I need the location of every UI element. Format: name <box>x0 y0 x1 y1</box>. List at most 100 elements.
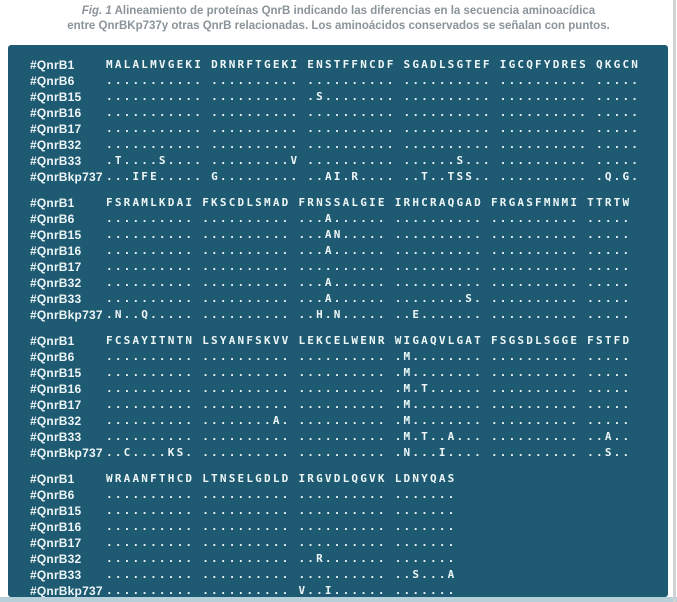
alignment-row: #QnrB1 FSRAMLKDAI FKSCDLSMAD FRNSSALGIE IRHC… <box>30 195 668 211</box>
sequence-segment: .......... <box>106 350 195 363</box>
row-label: #QnrBkp737 <box>30 308 103 322</box>
sequence-segment: ..... <box>587 212 632 225</box>
reference-sequence-segment: TTRTW <box>587 196 632 209</box>
sequence-segment: .......... <box>499 154 588 167</box>
sequence-segment: .......... <box>202 488 291 501</box>
reference-sequence-segment: QKGCN <box>596 58 641 71</box>
alignment-row: #QnrB17.................................… <box>30 259 668 275</box>
row-label: #QnrB1 <box>30 472 75 486</box>
reference-sequence-segment: WRAANFTHCD <box>106 472 195 485</box>
bottom-edge-strip <box>0 597 677 602</box>
reference-sequence-segment: LTNSELGDLD <box>202 472 291 485</box>
sequence-segment: ........... <box>106 138 204 151</box>
sequence-segment: .M........ <box>394 366 483 379</box>
sequence-segment: ..... <box>596 154 641 167</box>
row-label: #QnrB6 <box>30 350 75 364</box>
reference-sequence-segment: LDNYQAS <box>394 472 457 485</box>
alignment-row: #QnrB17.............................. .M.… <box>30 397 668 413</box>
row-label: #QnrB16 <box>30 382 82 396</box>
sequence-segment: .......... <box>298 260 387 273</box>
sequence-segment: .......... <box>202 568 291 581</box>
sequence-segment: .......... <box>403 106 492 119</box>
sequence-segment: .......... <box>298 430 387 443</box>
sequence-segment: .......... <box>499 170 588 183</box>
reference-sequence-segment: FKSCDLSMAD <box>202 196 291 209</box>
sequence-segment: .......... <box>106 292 195 305</box>
sequence-segment: .......... <box>202 430 291 443</box>
row-label: #QnrBkp737 <box>30 446 103 460</box>
row-label: #QnrB16 <box>30 520 82 534</box>
alignment-row: #QnrB33 .T....S.... .........V............… <box>30 153 668 169</box>
alignment-row: #QnrB1 WRAANFTHCD LTNSELGDLD IRGVDLQGVK LDNY… <box>30 471 668 487</box>
alignment-row: #QnrB17.................................… <box>30 535 668 551</box>
sequence-segment: ....... <box>394 520 457 533</box>
alignment-row: #QnrB16.................... ...A.........… <box>30 243 668 259</box>
sequence-segment: .......... <box>499 90 588 103</box>
sequence-segment: .......... <box>211 138 300 151</box>
alignment-row: #QnrB15..................... .S..........… <box>30 89 668 105</box>
sequence-segment: ..S.. <box>587 446 632 459</box>
sequence-segment: .......... <box>106 568 195 581</box>
reference-sequence-segment: MALALMVGEKI <box>106 58 204 71</box>
sequence-segment: .......... <box>202 308 291 321</box>
sequence-segment: ..S...A <box>394 568 457 581</box>
sequence-segment: .......... <box>490 398 580 411</box>
sequence-segment: .......... <box>211 74 300 87</box>
reference-sequence-segment: LEKCELWENR <box>298 334 387 347</box>
right-edge-line <box>673 0 676 602</box>
row-label: #QnrB32 <box>30 138 82 152</box>
alignment-row: #QnrBkp737 .N..Q............... ..H.N.....… <box>30 307 668 323</box>
sequence-segment: .......... <box>106 366 195 379</box>
sequence-segment: .......... <box>307 106 396 119</box>
sequence-segment: .......... <box>298 504 387 517</box>
sequence-segment: ........... <box>106 90 204 103</box>
sequence-segment: .......... <box>490 366 580 379</box>
sequence-segment: .......... <box>499 138 588 151</box>
sequence-segment: ..... <box>587 308 632 321</box>
reference-sequence-segment: SGADLSGTEF <box>403 58 492 71</box>
sequence-segment: .......... <box>202 504 291 517</box>
alignment-row: #QnrBkp737.................... V..I......… <box>30 583 668 597</box>
row-label: #QnrB1 <box>30 334 75 348</box>
sequence-segment: .......... <box>202 260 291 273</box>
sequence-segment: ......S... <box>403 154 492 167</box>
sequence-segment: .......... <box>490 382 580 395</box>
sequence-segment: .........V <box>211 154 300 167</box>
sequence-segment: .......... <box>403 122 492 135</box>
sequence-segment: ...IFE..... <box>106 170 204 183</box>
sequence-segment: ...A...... <box>298 276 387 289</box>
sequence-segment: ...A...... <box>298 292 387 305</box>
caption-line-2: entre QnrBKp737y otras QnrB relacionadas… <box>67 19 610 32</box>
sequence-segment: .......... <box>202 276 291 289</box>
reference-sequence-segment: FSGSDLSGGE <box>490 334 580 347</box>
sequence-segment: .S........ <box>307 90 396 103</box>
sequence-segment: .M.T...... <box>394 382 483 395</box>
sequence-segment: .......... <box>490 414 580 427</box>
sequence-segment: .......... <box>298 536 387 549</box>
alignment-row: #QnrB1 MALALMVGEKI DRNRFTGEKI ENSTFFNCDF SGA… <box>30 57 668 73</box>
alignment-row: #QnrB6.............................. .M..… <box>30 349 668 365</box>
sequence-segment: .......... <box>202 366 291 379</box>
reference-sequence-segment: IGCQFYDRES <box>499 58 588 71</box>
sequence-segment: .......... <box>106 228 195 241</box>
figure-caption: Fig. 1 Alineamiento de proteínas QnrB in… <box>0 4 677 33</box>
row-label: #QnrB6 <box>30 74 75 88</box>
alignment-block: #QnrB1 FSRAMLKDAI FKSCDLSMAD FRNSSALGIE IRHC… <box>30 195 668 323</box>
row-label: #QnrB15 <box>30 504 82 518</box>
row-label: #QnrB33 <box>30 292 82 306</box>
alignment-block: #QnrB1 MALALMVGEKI DRNRFTGEKI ENSTFFNCDF SGA… <box>30 57 668 185</box>
sequence-segment: .M.T..A... <box>394 430 483 443</box>
row-label: #QnrB17 <box>30 536 82 550</box>
sequence-segment: ........... <box>106 74 204 87</box>
alignment-row: #QnrB33.............................. .M.… <box>30 429 668 445</box>
sequence-segment: .......... <box>490 292 580 305</box>
alignment-row: #QnrB32.................... ...A.........… <box>30 275 668 291</box>
sequence-segment: .......... <box>202 398 291 411</box>
sequence-segment: .T....S.... <box>106 154 204 167</box>
sequence-segment: .......... <box>403 74 492 87</box>
sequence-segment: .......... <box>490 260 580 273</box>
sequence-segment: .......... <box>307 74 396 87</box>
row-label: #QnrB1 <box>30 58 75 72</box>
sequence-segment: ..... <box>596 90 641 103</box>
alignment-row: #QnrB16.............................. .M.… <box>30 381 668 397</box>
